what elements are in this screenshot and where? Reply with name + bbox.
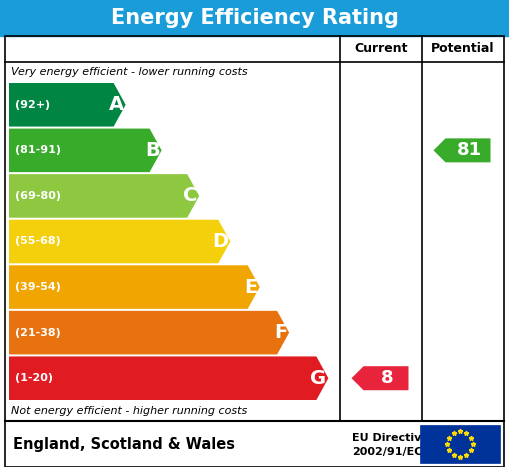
Polygon shape: [434, 138, 491, 163]
Text: Very energy efficient - lower running costs: Very energy efficient - lower running co…: [11, 67, 247, 77]
Text: Potential: Potential: [431, 42, 495, 56]
Text: (21-38): (21-38): [15, 328, 61, 338]
Text: Current: Current: [354, 42, 408, 56]
Text: E: E: [244, 277, 258, 297]
Text: 8: 8: [381, 369, 393, 387]
Text: 2002/91/EC: 2002/91/EC: [352, 447, 422, 457]
Text: (69-80): (69-80): [15, 191, 61, 201]
Text: 81: 81: [457, 142, 482, 159]
Text: G: G: [310, 369, 326, 388]
Text: EU Directive: EU Directive: [352, 433, 429, 444]
Bar: [5, 421, 504, 467]
Text: England, Scotland & Wales: England, Scotland & Wales: [13, 437, 235, 452]
Text: Not energy efficient - higher running costs: Not energy efficient - higher running co…: [11, 406, 247, 416]
Polygon shape: [9, 311, 289, 354]
Bar: [0, 421, 509, 467]
Text: A: A: [108, 95, 124, 114]
Text: (92+): (92+): [15, 100, 50, 110]
Bar: [5, 36, 504, 421]
Polygon shape: [9, 128, 162, 172]
Polygon shape: [352, 366, 409, 390]
Text: C: C: [183, 186, 197, 205]
Text: (81-91): (81-91): [15, 145, 61, 156]
Text: F: F: [274, 323, 287, 342]
Polygon shape: [9, 83, 126, 127]
Text: B: B: [145, 141, 160, 160]
Bar: [0, 0, 509, 36]
Text: Energy Efficiency Rating: Energy Efficiency Rating: [110, 8, 399, 28]
Polygon shape: [9, 174, 199, 218]
Text: (39-54): (39-54): [15, 282, 61, 292]
Polygon shape: [9, 219, 230, 263]
Bar: [420, 425, 500, 463]
Text: (1-20): (1-20): [15, 373, 53, 383]
Text: D: D: [212, 232, 228, 251]
Polygon shape: [9, 356, 328, 400]
Polygon shape: [9, 265, 260, 309]
Text: (55-68): (55-68): [15, 236, 61, 247]
